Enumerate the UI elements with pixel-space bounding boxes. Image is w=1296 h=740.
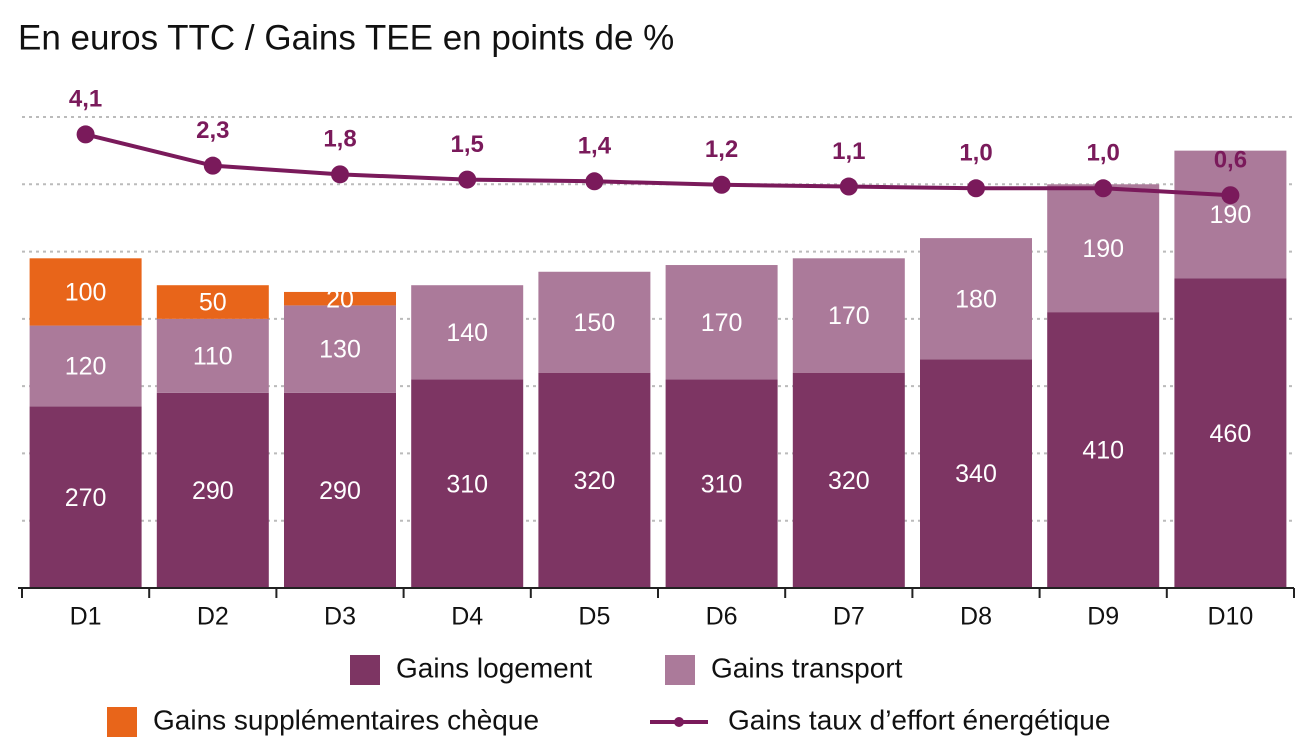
x-tick-label: D4 bbox=[451, 603, 483, 631]
line-point bbox=[839, 177, 858, 196]
bar-segment bbox=[1047, 184, 1160, 313]
x-tick-label: D2 bbox=[197, 603, 229, 631]
bar-value-label: 110 bbox=[193, 342, 233, 370]
x-tick-label: D3 bbox=[324, 603, 356, 631]
legend-dot bbox=[674, 717, 684, 727]
legend-swatch bbox=[350, 655, 380, 685]
line-value-label: 1,0 bbox=[959, 140, 992, 167]
bar-segment bbox=[920, 359, 1032, 588]
line-value-label: 2,3 bbox=[196, 117, 229, 144]
bar-value-label: 130 bbox=[319, 336, 361, 364]
legend-label: Gains transport bbox=[711, 652, 903, 683]
bar-value-label: 310 bbox=[701, 470, 743, 498]
bar-segment bbox=[284, 392, 396, 588]
bar-value-label: 320 bbox=[574, 467, 616, 495]
bar-segment bbox=[665, 379, 778, 588]
line-value-label: 0,6 bbox=[1214, 147, 1247, 174]
bar-segment bbox=[538, 271, 651, 373]
bar-segment bbox=[1174, 278, 1287, 588]
bar-segment bbox=[920, 238, 1032, 360]
bar-value-label: 50 bbox=[199, 289, 227, 317]
bar-segment bbox=[665, 265, 778, 380]
legend-label: Gains logement bbox=[396, 652, 592, 683]
bar-value-label: 290 bbox=[192, 477, 234, 505]
chart-title: En euros TTC / Gains TEE en points de % bbox=[18, 18, 674, 57]
bar-value-label: 290 bbox=[319, 477, 361, 505]
line-point bbox=[458, 170, 477, 189]
bar-segment bbox=[411, 379, 524, 588]
line-value-label: 1,5 bbox=[451, 131, 484, 158]
bar-segment bbox=[411, 285, 524, 380]
bar-value-label: 150 bbox=[574, 309, 616, 337]
bar-value-label: 340 bbox=[955, 460, 997, 488]
x-tick-label: D9 bbox=[1087, 603, 1119, 631]
bar-value-label: 320 bbox=[828, 467, 870, 495]
legend-swatch bbox=[107, 707, 137, 737]
x-tick-label: D10 bbox=[1207, 603, 1253, 631]
bar-value-label: 170 bbox=[701, 309, 743, 337]
line-point bbox=[1094, 179, 1113, 198]
x-tick-label: D7 bbox=[833, 603, 865, 631]
line-point bbox=[1221, 186, 1240, 205]
x-tick-label: D8 bbox=[960, 603, 992, 631]
line-series bbox=[85, 132, 1231, 198]
bar-value-label: 170 bbox=[828, 302, 870, 330]
bar-value-label: 20 bbox=[326, 285, 354, 313]
legend-label: Gains supplémentaires chèque bbox=[153, 704, 539, 735]
bar-segment bbox=[792, 258, 905, 373]
line-point bbox=[712, 175, 731, 194]
bar-segment bbox=[156, 392, 269, 588]
x-tick-label: D5 bbox=[578, 603, 610, 631]
bar-value-label: 100 bbox=[65, 279, 107, 307]
bar-value-label: 190 bbox=[1082, 235, 1124, 263]
bar-segment bbox=[29, 406, 142, 588]
bar-segment bbox=[792, 372, 905, 588]
bar-value-label: 410 bbox=[1082, 437, 1124, 465]
bar-value-label: 180 bbox=[955, 285, 997, 313]
bar-segment bbox=[284, 291, 396, 306]
bar-value-label: 190 bbox=[1210, 201, 1252, 229]
line-value-label: 1,4 bbox=[578, 133, 612, 160]
bar-segment bbox=[1047, 312, 1160, 588]
bar-segment bbox=[29, 258, 142, 326]
bar-segment bbox=[1174, 150, 1287, 279]
line-value-label: 1,1 bbox=[832, 138, 865, 165]
line-point bbox=[967, 179, 985, 198]
bar-value-label: 270 bbox=[65, 484, 107, 512]
bar-segment bbox=[156, 285, 269, 319]
bar-value-label: 310 bbox=[446, 470, 488, 498]
bar-segment bbox=[156, 318, 269, 393]
legend-label: Gains taux d’effort énergétique bbox=[728, 704, 1110, 735]
line-value-label: 1,8 bbox=[323, 126, 356, 153]
x-tick-label: D1 bbox=[70, 603, 102, 631]
line-value-label: 4,1 bbox=[69, 86, 102, 113]
line-value-label: 1,0 bbox=[1087, 140, 1120, 167]
line-point bbox=[76, 125, 95, 144]
line-value-label: 1,2 bbox=[705, 136, 738, 163]
x-tick-label: D6 bbox=[706, 603, 738, 631]
line-point bbox=[585, 172, 604, 191]
legend-swatch bbox=[665, 655, 695, 685]
bar-segment bbox=[284, 305, 396, 393]
bar-value-label: 460 bbox=[1210, 420, 1252, 448]
bar-value-label: 140 bbox=[446, 319, 488, 347]
line-point bbox=[203, 156, 222, 175]
bar-segment bbox=[538, 372, 651, 588]
bar-value-label: 120 bbox=[65, 353, 107, 381]
bar-segment bbox=[29, 325, 142, 407]
line-point bbox=[331, 165, 349, 184]
